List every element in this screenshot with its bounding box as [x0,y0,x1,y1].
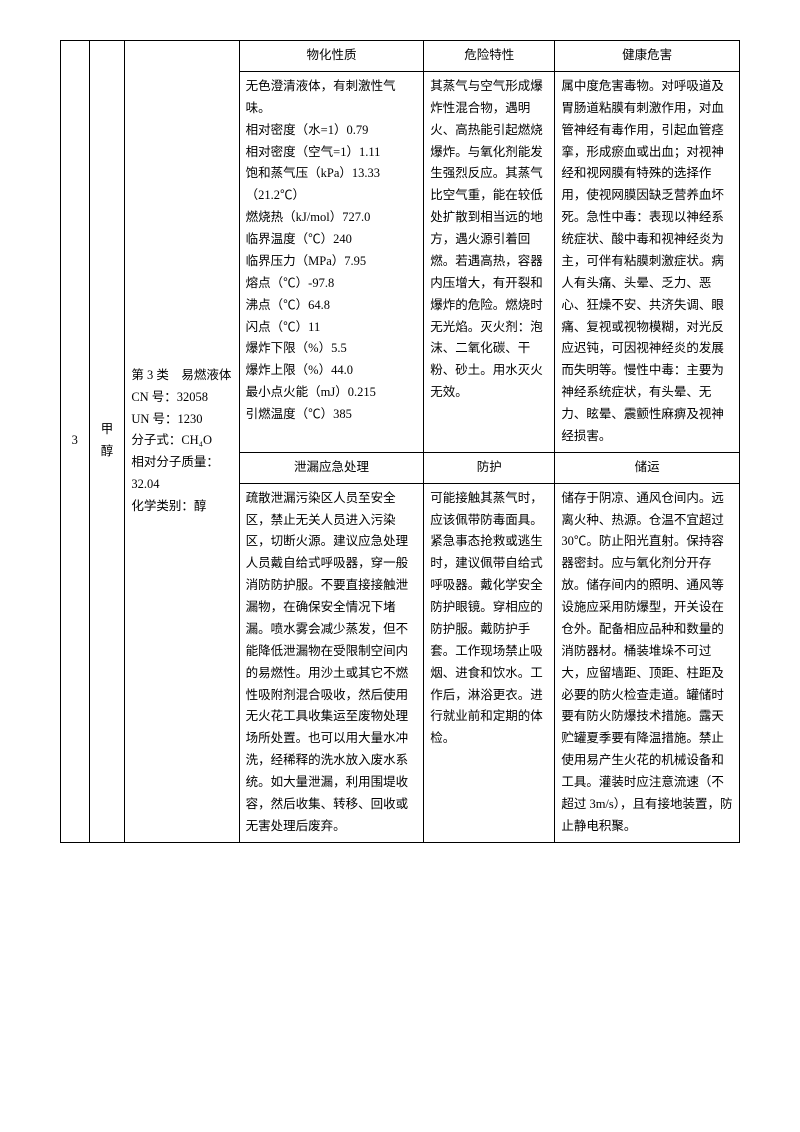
cell-storage: 储存于阴凉、通风仓间内。远离火种、热源。仓温不宜超过 30℃。防止阳光直射。保持… [555,483,740,842]
header-protect: 防护 [424,452,555,483]
substance-name: 甲醇 [89,41,125,843]
header-storage: 储运 [555,452,740,483]
cell-leak: 疏散泄漏污染区人员至安全区，禁止无关人员进入污染区，切断火源。建议应急处理人员戴… [239,483,424,842]
row-number: 3 [61,41,90,843]
meta-cell: 第 3 类 易燃液体 CN 号：32058 UN 号：1230 分子式：CH₄O… [125,41,239,843]
cell-health: 属中度危害毒物。对呼吸道及胃肠道粘膜有刺激作用，对血管神经有毒作用，引起血管痉挛… [555,71,740,452]
header-hazard: 危险特性 [424,41,555,72]
cell-hazard: 其蒸气与空气形成爆炸性混合物，遇明火、高热能引起燃烧爆炸。与氧化剂能发生强烈反应… [424,71,555,452]
msds-table: 3 甲醇 第 3 类 易燃液体 CN 号：32058 UN 号：1230 分子式… [60,40,740,843]
header-health: 健康危害 [555,41,740,72]
header-row-top: 3 甲醇 第 3 类 易燃液体 CN 号：32058 UN 号：1230 分子式… [61,41,740,72]
header-leak: 泄漏应急处理 [239,452,424,483]
header-phys: 物化性质 [239,41,424,72]
cell-protect: 可能接触其蒸气时，应该佩带防毒面具。紧急事态抢救或逃生时，建议佩带自给式呼吸器。… [424,483,555,842]
cell-phys: 无色澄清液体，有刺激性气味。 相对密度（水=1）0.79 相对密度（空气=1）1… [239,71,424,452]
